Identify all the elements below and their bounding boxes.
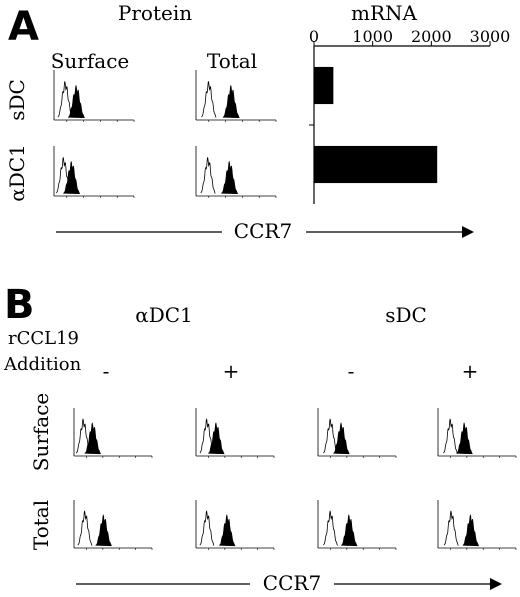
ccr7-histogram (221, 161, 239, 195)
isotype-histogram (323, 510, 338, 546)
mrna-bar-chart: 0 1000 2000 3000 (309, 27, 510, 204)
row-label-adc1: αDC1 (5, 144, 29, 202)
mrna-x-tick-label: 0 (309, 27, 319, 46)
mrna-title: mRNA (351, 1, 418, 25)
histogram-b-7 (317, 500, 397, 550)
histogram-b-8 (437, 500, 517, 550)
histogram-a-3 (53, 146, 135, 198)
histogram-a-1 (53, 70, 135, 122)
mrna-bar-sdc (314, 66, 334, 105)
treatment-label-line2: Addition (3, 354, 82, 375)
panel-a-letter: A (8, 4, 39, 50)
histogram-b-1 (73, 408, 153, 458)
panel-b-letter: B (4, 282, 35, 328)
ccr7-histogram (95, 514, 112, 547)
sign-adc1-minus: - (103, 359, 110, 383)
sign-sdc-minus: - (348, 359, 355, 383)
ccr7-axis-label-b: CCR7 (263, 571, 321, 595)
isotype-histogram (201, 81, 217, 118)
surface-label: Surface (51, 49, 130, 73)
ccr7-histogram (207, 422, 225, 455)
isotype-histogram (77, 510, 93, 546)
group-label-adc1: αDC1 (135, 303, 193, 327)
isotype-histogram (443, 418, 458, 454)
group-label-sdc: sDC (385, 303, 427, 327)
mrna-x-tick-label: 2000 (411, 27, 452, 46)
histogram-a-2 (195, 70, 277, 122)
isotype-histogram (323, 418, 338, 454)
isotype-histogram (57, 81, 73, 118)
histogram-b-4 (437, 408, 517, 458)
isotype-histogram (443, 510, 459, 546)
sign-sdc-plus: + (462, 359, 479, 383)
ccr7-axis-label-a: CCR7 (234, 219, 292, 243)
ccr7-histogram (333, 422, 350, 455)
histogram-a-4 (195, 146, 277, 198)
mrna-x-tick-label: 1000 (352, 27, 393, 46)
ccr7-arrowhead-b (490, 578, 502, 590)
histogram-b-2 (195, 408, 275, 458)
histogram-b-3 (317, 408, 397, 458)
ccr7-histogram (462, 514, 480, 547)
panel-a-histograms (53, 70, 277, 198)
treatment-label-line1: rCCL19 (8, 328, 79, 349)
row-label-surface: Surface (29, 393, 53, 472)
ccr7-arrowhead-a (462, 226, 474, 238)
ccr7-histogram (63, 161, 81, 195)
histogram-b-6 (195, 500, 275, 550)
sign-adc1-plus: + (223, 359, 240, 383)
mrna-bar-adc1 (314, 145, 438, 184)
ccr7-histogram (84, 422, 101, 455)
total-label: Total (207, 49, 257, 73)
isotype-histogram (199, 510, 215, 546)
ccr7-histogram (456, 422, 473, 455)
protein-title: Protein (118, 1, 192, 25)
histogram-b-5 (73, 500, 153, 550)
isotype-histogram (200, 157, 216, 194)
ccr7-histogram (222, 85, 240, 119)
ccr7-histogram (218, 514, 236, 547)
panel-b-histograms (73, 408, 517, 550)
mrna-x-tick-label: 3000 (470, 27, 511, 46)
row-label-sdc: sDC (5, 79, 29, 121)
ccr7-histogram (67, 85, 85, 119)
ccr7-histogram (340, 514, 358, 547)
row-label-total: Total (29, 500, 53, 550)
